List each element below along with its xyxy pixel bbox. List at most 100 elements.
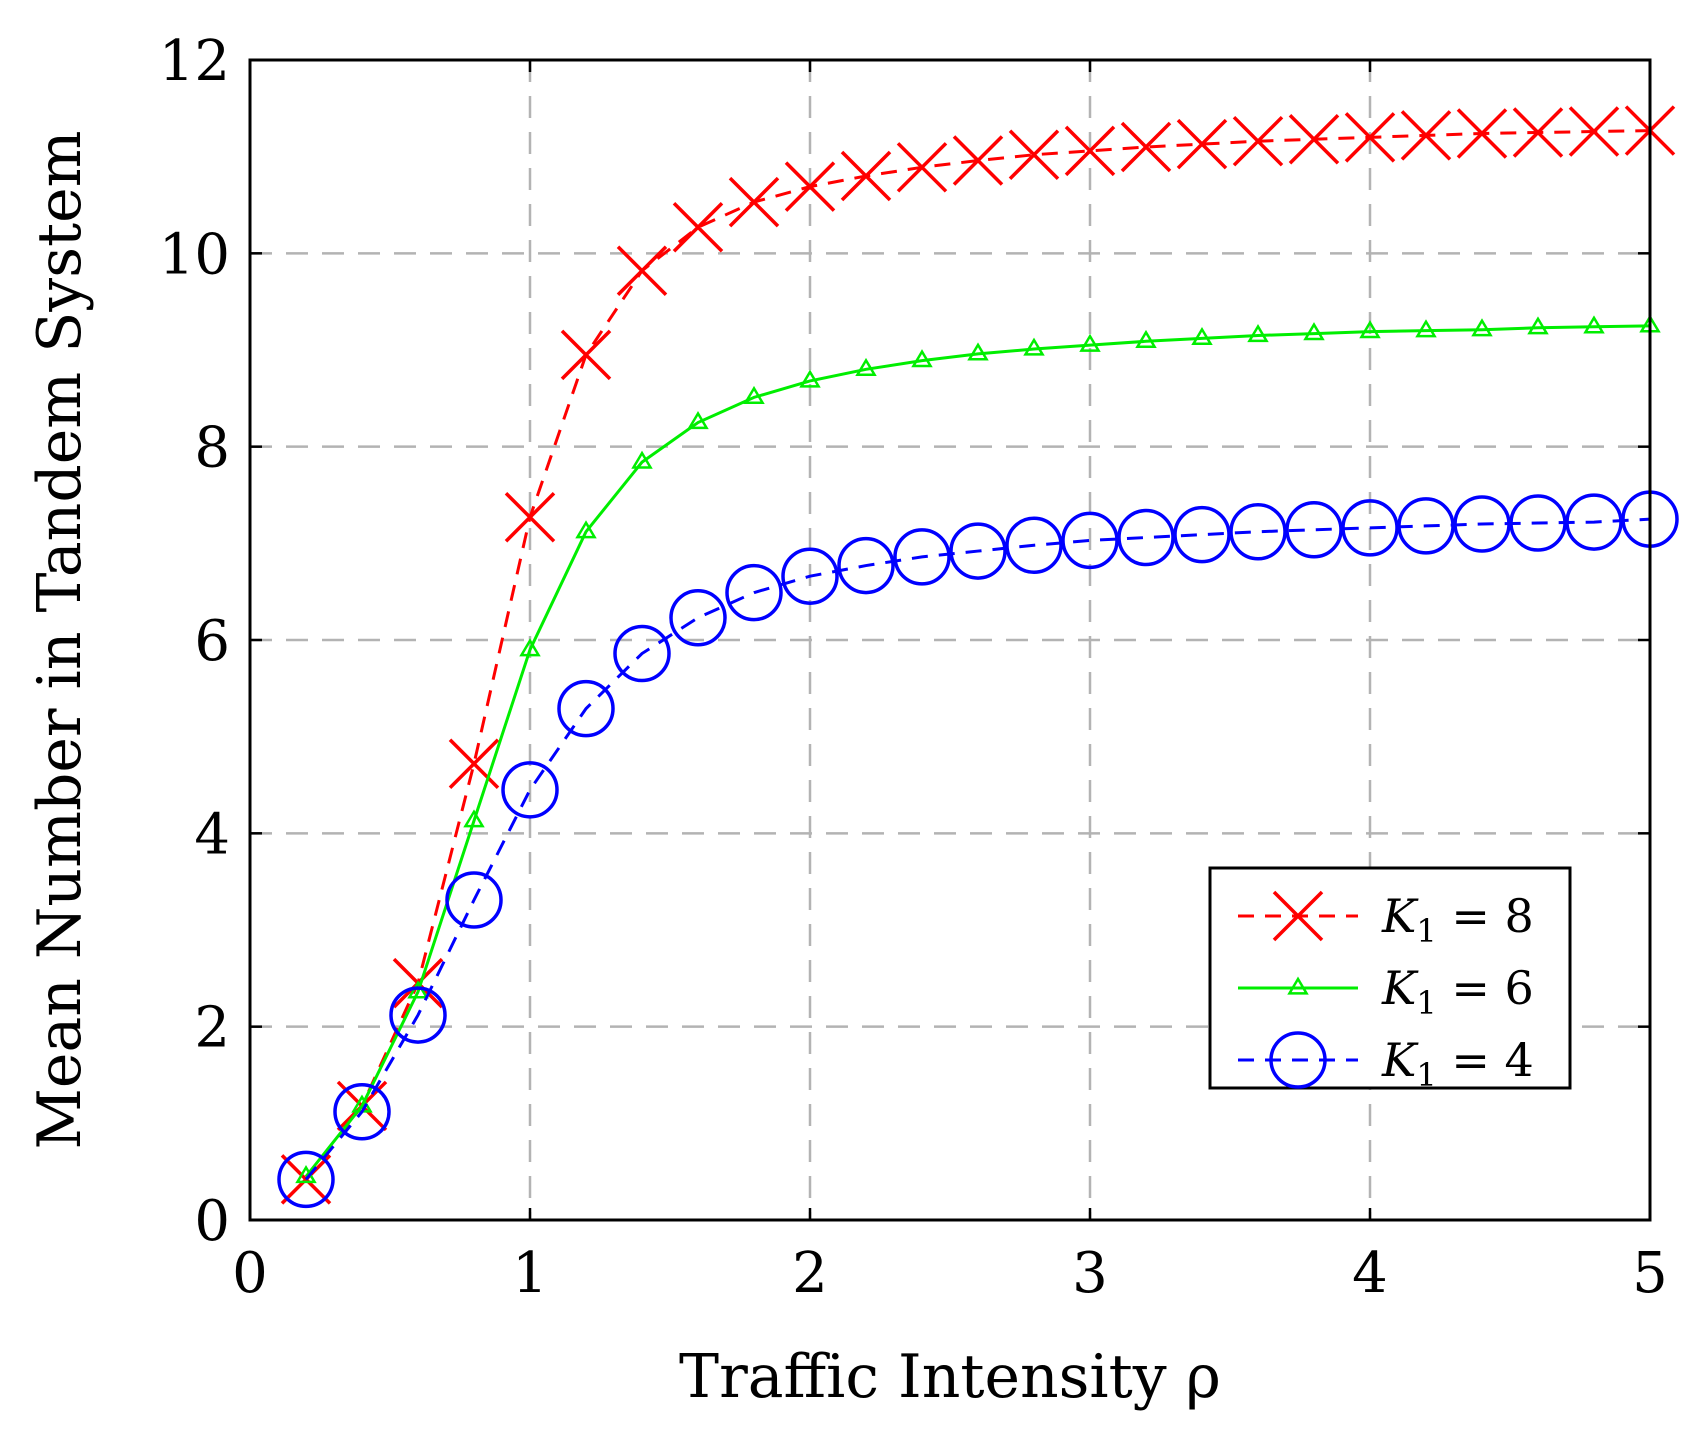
series-layer: [277, 105, 1679, 1209]
data-point: [725, 563, 783, 622]
data-point: [1176, 118, 1228, 170]
data-point: [893, 528, 951, 586]
data-point: [1135, 329, 1157, 348]
data-point: [1565, 493, 1623, 551]
legend: K1 = 8 K1 = 6 K1 = 4: [1208, 866, 1572, 1094]
data-point: [672, 201, 724, 253]
data-point: [952, 135, 1004, 186]
y-tick-label: 6: [194, 609, 230, 674]
data-point: [448, 738, 500, 789]
data-point: [687, 411, 709, 430]
data-point: [560, 329, 612, 381]
data-point: [501, 761, 559, 819]
legend-marker: [1272, 890, 1324, 942]
data-point: [445, 871, 503, 929]
y-tick-label: 0: [194, 1189, 230, 1254]
x-tick-label: 0: [232, 1241, 268, 1306]
data-point: [1247, 324, 1269, 343]
data-point: [333, 1082, 391, 1141]
data-point: [557, 679, 615, 738]
data-point: [1285, 501, 1343, 559]
data-point: [1303, 322, 1325, 341]
data-point: [1341, 499, 1399, 557]
data-point: [1583, 315, 1605, 334]
data-point: [277, 1150, 335, 1209]
data-point: [1512, 107, 1564, 158]
legend-entry-2: K1 = 6: [1238, 961, 1534, 1022]
grid-lines: [250, 60, 1650, 1220]
data-point: [1288, 114, 1340, 165]
data-point: [784, 161, 836, 212]
series-line-2: [304, 324, 1651, 1178]
y-tick-label: 8: [194, 416, 230, 481]
y-tick-label: 12: [159, 29, 230, 94]
legend-label: K1 = 8: [1381, 889, 1534, 950]
data-point: [1397, 497, 1455, 555]
data-point: [631, 450, 653, 469]
data-point: [616, 245, 668, 296]
data-point: [837, 536, 895, 595]
series-3: [277, 490, 1679, 1209]
data-point: [1344, 112, 1396, 163]
legend-label: K1 = 4: [1381, 1033, 1534, 1094]
data-point: [504, 491, 556, 543]
legend-entry-3: K1 = 4: [1238, 1031, 1534, 1094]
y-tick-label: 2: [194, 996, 230, 1061]
data-point: [1456, 108, 1508, 159]
data-point: [1023, 337, 1045, 356]
data-point: [1415, 319, 1437, 338]
data-point: [743, 385, 765, 405]
data-point: [1117, 508, 1175, 567]
x-tick-label: 5: [1632, 1241, 1668, 1306]
x-axis-label: Traffic Intensity ρ: [679, 1342, 1221, 1412]
legend-marker: [1287, 976, 1309, 995]
x-tick-label: 4: [1352, 1241, 1388, 1306]
x-tick-label: 2: [792, 1241, 828, 1306]
data-point: [575, 520, 597, 539]
x-tick-label: 1: [512, 1241, 548, 1306]
x-tick-label: 3: [1072, 1241, 1108, 1306]
data-point: [1527, 316, 1549, 335]
data-point: [799, 369, 821, 388]
data-point: [967, 342, 989, 361]
data-point: [463, 809, 485, 828]
data-point: [1120, 121, 1172, 173]
data-point: [911, 349, 933, 368]
legend-entry-1: K1 = 8: [1238, 889, 1534, 950]
data-point: [1064, 125, 1116, 177]
data-point: [1173, 505, 1231, 564]
data-point: [1229, 502, 1287, 561]
data-point: [896, 142, 948, 193]
data-point: [1509, 494, 1567, 552]
data-point: [1191, 326, 1213, 346]
legend-label: K1 = 6: [1381, 961, 1534, 1022]
data-point: [1061, 511, 1119, 570]
legend-box: [1208, 866, 1572, 1090]
data-point: [949, 522, 1007, 580]
legend-marker: [1269, 1031, 1327, 1089]
series-line-3: [304, 517, 1651, 1181]
data-point: [1453, 495, 1511, 553]
data-point: [1008, 129, 1060, 180]
y-axis-label: Mean Number in Tandem System: [25, 130, 95, 1149]
y-tick-label: 10: [159, 222, 230, 287]
data-point: [1079, 333, 1101, 352]
data-point: [1005, 516, 1063, 575]
y-tick-label: 4: [194, 802, 230, 867]
data-point: [855, 357, 877, 376]
data-point: [389, 986, 447, 1044]
data-point: [1359, 320, 1381, 339]
data-point: [519, 638, 541, 657]
data-point: [613, 624, 671, 683]
data-point: [781, 547, 839, 605]
data-point: [669, 589, 727, 647]
data-point: [1471, 318, 1493, 337]
data-point: [1568, 106, 1620, 157]
data-point: [840, 150, 892, 202]
data-point: [1232, 115, 1284, 167]
data-point: [728, 176, 780, 228]
data-point: [1400, 110, 1452, 161]
